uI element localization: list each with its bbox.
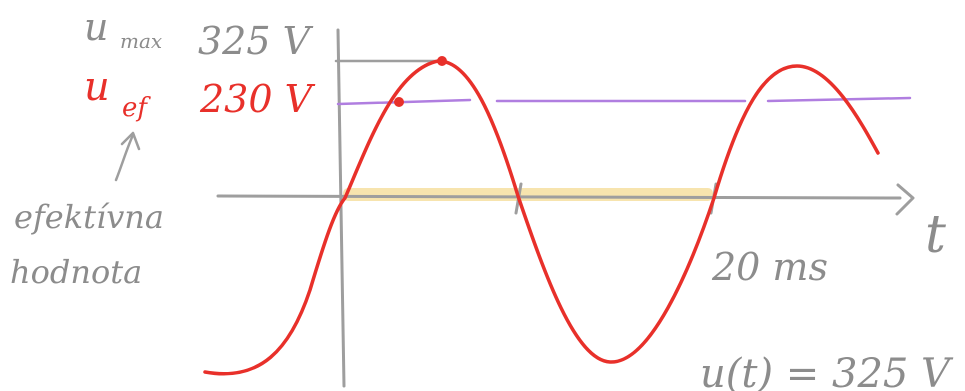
annotation-arrow-head — [120, 131, 141, 151]
uef-symbol: u — [84, 64, 110, 110]
umax-symbol: u — [84, 5, 108, 49]
annotation-arrow — [114, 133, 135, 182]
umax-subscript: max — [120, 29, 162, 53]
effective-value-line — [336, 96, 912, 106]
voltage-axis — [336, 28, 346, 388]
formula: u(t) = 325 V — [700, 351, 954, 391]
time-axis-arrow — [895, 183, 915, 216]
effective-point — [394, 97, 404, 107]
sine-wave — [203, 59, 880, 376]
period-label: 20 ms — [711, 245, 828, 289]
uef-subscript: ef — [122, 93, 151, 123]
time-axis-label: t — [925, 205, 946, 265]
effective-value-label-line1: efektívna — [14, 198, 164, 236]
time-axis — [216, 194, 902, 200]
max-point — [437, 56, 447, 66]
half-period-highlight — [343, 188, 713, 201]
umax-value: 325 V — [198, 19, 314, 63]
uef-value: 230 V — [199, 77, 316, 121]
effective-value-label-line2: hodnota — [10, 253, 142, 291]
